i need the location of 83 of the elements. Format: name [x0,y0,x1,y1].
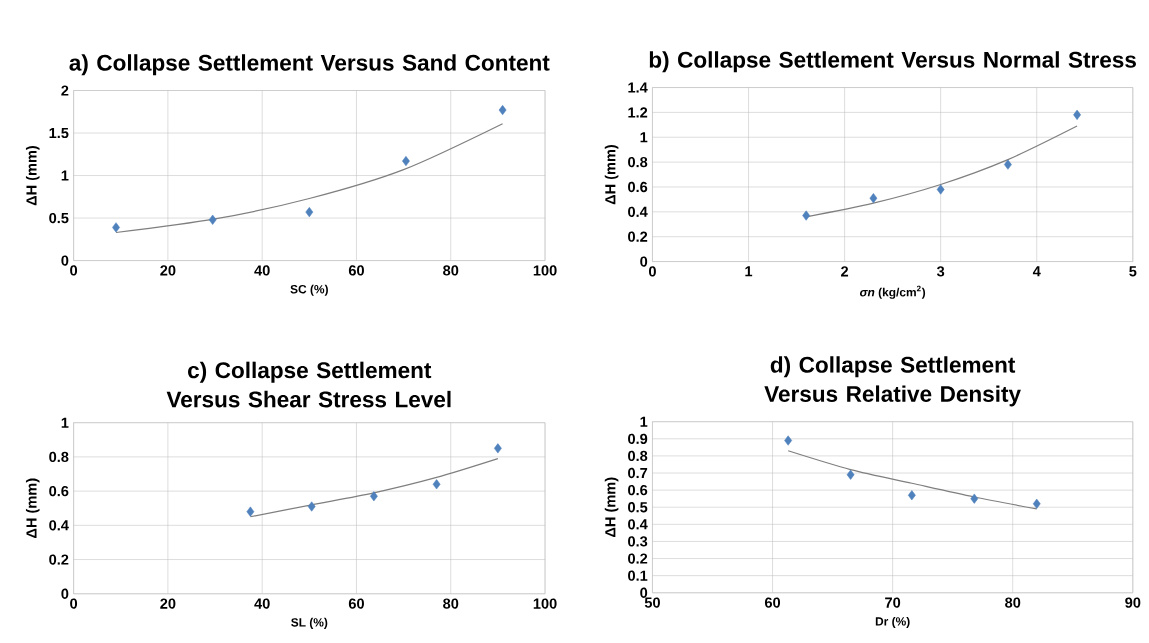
y-tick-label: 0.2 [628,231,648,242]
y-tick-label: 0.4 [628,206,648,217]
y-tick-label: 1.2 [628,107,648,118]
y-tick-label: 0.9 [628,433,648,444]
x-tick-label: 80 [443,598,459,609]
point [869,192,878,203]
y-tick-label: 1 [640,132,648,143]
y-tick-label: 0.6 [628,181,648,192]
x-tick-label: 4 [1032,266,1041,277]
x-tick-label: 40 [254,598,270,609]
point [1073,109,1081,120]
chart-title: a) Collapse Settlement Versus Sand Content [69,53,550,75]
point [432,479,441,490]
y-tick-label: 0.5 [628,501,648,513]
point [936,184,945,195]
x-tick-label: 0 [70,598,78,609]
x-tick-label: 80 [1005,597,1021,608]
x-tick-label: 1 [745,266,753,277]
y-axis-title: ΔH (mm) [604,477,619,537]
chart-title: b) Collapse Settlement Versus Normal Stress [649,50,1136,72]
x-axis-title: Dr (%) [875,616,910,628]
chart-title: d) Collapse Settlement Versus Relative Density [764,355,1021,407]
x-tick-label: 5 [1129,266,1137,277]
y-axis-title: ΔH (mm) [25,145,40,206]
y-tick-label: 0.1 [628,570,648,581]
x-tick-label: 20 [160,265,176,276]
y-tick-label: 0 [640,587,648,598]
x-tick-label: 0 [70,265,78,276]
x-axis-title: σn (kg/cm$^{2}$) [859,285,926,299]
x-axis-title: SL (%) [291,617,328,629]
x-tick-label: 80 [443,265,459,276]
point [208,214,217,225]
y-tick-label: 2 [61,85,69,96]
y-tick-label: 0.8 [628,450,648,461]
x-tick-label: 3 [936,266,945,277]
point [307,501,316,512]
x-tick-label: 100 [533,265,557,276]
x-tick-label: 70 [885,597,901,608]
x-tick-label: 60 [348,265,364,276]
chart-title: c) Collapse Settlement Versus Shear Stress Level [166,361,451,408]
x-tick-label: 40 [254,265,270,276]
y-tick-label: 0.8 [628,156,648,168]
point [498,104,507,115]
y-tick-label: 0.4 [628,518,648,530]
y-tick-label: 0 [640,256,648,267]
y-tick-label: 0.5 [49,212,69,223]
y-tick-label: 1.5 [49,127,69,138]
y-tick-label: 0.4 [49,519,69,531]
point [846,469,855,480]
point [970,493,979,504]
y-tick-label: 0.8 [49,451,69,462]
x-tick-label: 0 [648,266,656,277]
y-tick-label: 0.7 [628,467,648,478]
point [112,222,120,233]
y-tick-label: 1.4 [628,82,648,93]
point [494,443,502,454]
y-tick-label: 1 [61,170,69,181]
y-tick-label: 0.2 [628,553,648,564]
x-tick-label: 100 [533,598,557,609]
point [305,206,314,217]
y-tick-label: 1 [640,416,648,427]
point [1032,498,1041,509]
x-tick-label: 60 [348,598,364,609]
point [246,506,255,517]
y-tick-label: 0.6 [628,484,648,496]
y-tick-label: 1 [61,417,69,428]
point [1004,159,1012,170]
y-tick-label: 0.6 [49,485,69,497]
y-tick-label: 0 [61,588,69,599]
point [784,435,792,446]
x-tick-label: 20 [160,598,176,609]
x-tick-label: 90 [1125,597,1141,608]
y-axis-title: ΔH (mm) [25,478,40,538]
x-axis-title: SC (%) [290,284,328,296]
point [402,155,410,166]
y-tick-label: 0.3 [628,536,648,547]
y-axis-title: ΔH (mm) [604,144,619,205]
y-tick-label: 0 [61,255,69,266]
x-tick-label: 50 [644,597,660,608]
point [802,210,811,221]
x-tick-label: 2 [841,266,849,277]
x-tick-label: 60 [764,597,781,608]
y-tick-label: 0.2 [49,554,69,565]
